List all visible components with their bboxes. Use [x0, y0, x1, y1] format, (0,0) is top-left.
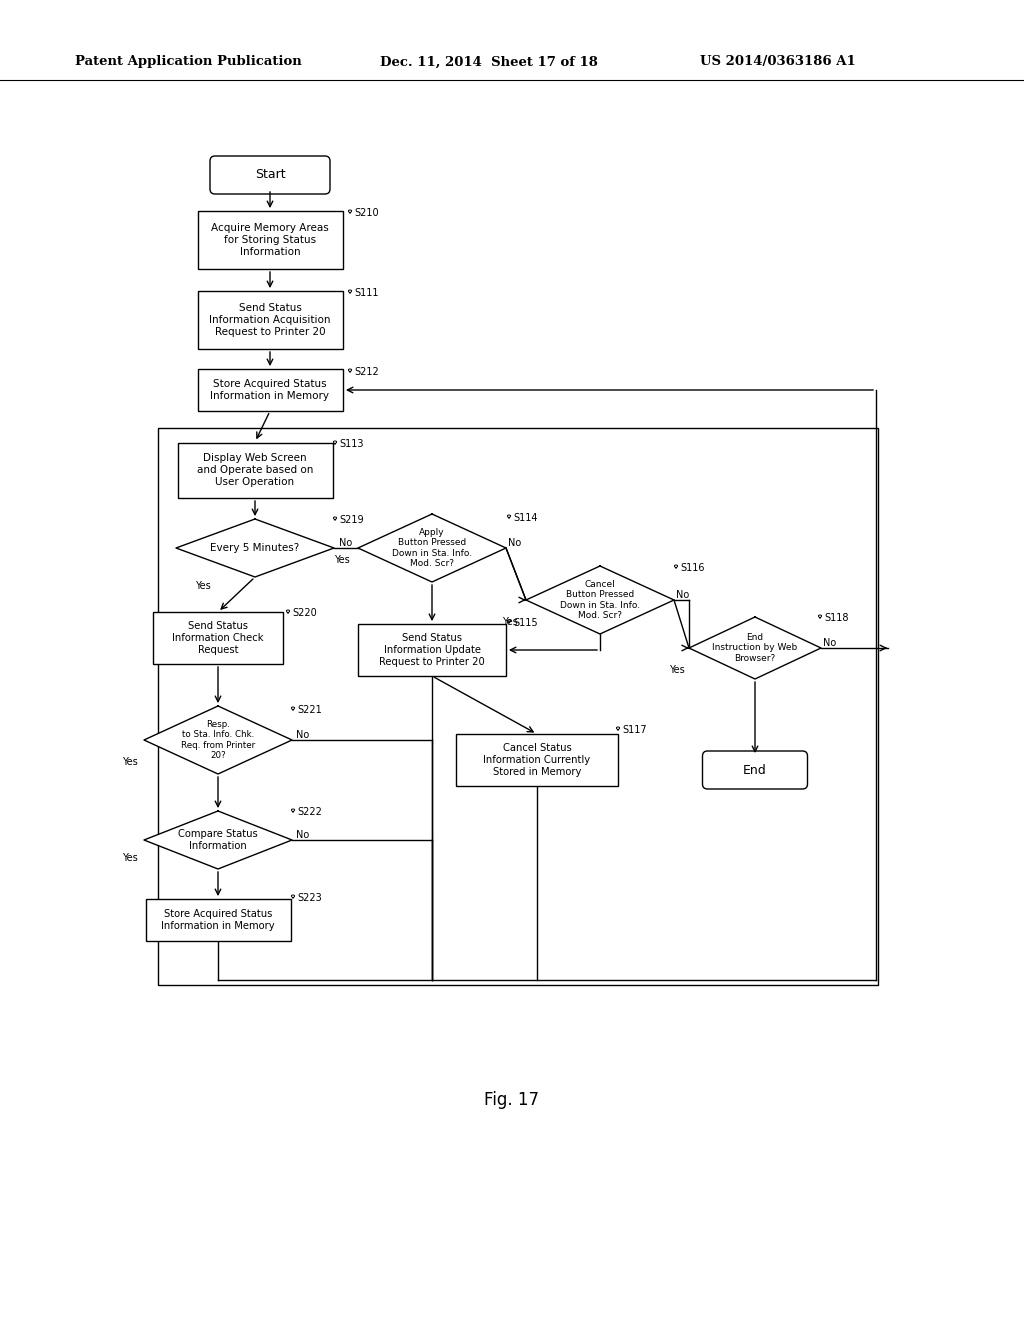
Bar — [198, 370, 342, 411]
Text: S116: S116 — [680, 564, 705, 573]
Bar — [198, 290, 342, 348]
Text: US 2014/0363186 A1: US 2014/0363186 A1 — [700, 55, 856, 69]
Text: Send Status
Information Update
Request to Printer 20: Send Status Information Update Request t… — [379, 634, 485, 667]
Text: S219: S219 — [339, 515, 364, 525]
Text: S221: S221 — [297, 705, 322, 715]
Text: Store Acquired Status
Information in Memory: Store Acquired Status Information in Mem… — [211, 379, 330, 401]
Polygon shape — [176, 519, 334, 577]
Text: Every 5 Minutes?: Every 5 Minutes? — [210, 543, 300, 553]
Text: S111: S111 — [354, 288, 379, 298]
Bar — [145, 899, 291, 941]
Text: S220: S220 — [292, 609, 316, 618]
Text: No: No — [508, 539, 521, 548]
Text: Dec. 11, 2014  Sheet 17 of 18: Dec. 11, 2014 Sheet 17 of 18 — [380, 55, 598, 69]
Text: Cancel Status
Information Currently
Stored in Memory: Cancel Status Information Currently Stor… — [483, 743, 591, 776]
Text: S223: S223 — [297, 894, 322, 903]
Text: No: No — [339, 539, 352, 548]
Text: No: No — [296, 830, 309, 840]
Text: S114: S114 — [513, 513, 538, 523]
Text: No: No — [676, 590, 689, 601]
Text: End: End — [743, 763, 767, 776]
Text: Patent Application Publication: Patent Application Publication — [75, 55, 302, 69]
Bar — [198, 211, 342, 269]
Polygon shape — [358, 513, 506, 582]
Text: No: No — [823, 638, 837, 648]
Text: S212: S212 — [354, 367, 379, 378]
Bar — [153, 612, 283, 664]
Text: Apply
Button Pressed
Down in Sta. Info.
Mod. Scr?: Apply Button Pressed Down in Sta. Info. … — [392, 528, 472, 568]
Text: Store Acquired Status
Information in Memory: Store Acquired Status Information in Mem… — [161, 909, 274, 931]
Bar — [177, 442, 333, 498]
Text: Acquire Memory Areas
for Storing Status
Information: Acquire Memory Areas for Storing Status … — [211, 223, 329, 256]
Text: Resp.
to Sta. Info. Chk.
Req. from Printer
20?: Resp. to Sta. Info. Chk. Req. from Print… — [181, 719, 255, 760]
Text: Fig. 17: Fig. 17 — [484, 1092, 540, 1109]
Text: Yes: Yes — [122, 756, 138, 767]
FancyBboxPatch shape — [702, 751, 808, 789]
Polygon shape — [689, 616, 821, 678]
FancyBboxPatch shape — [210, 156, 330, 194]
Bar — [456, 734, 618, 785]
Text: Send Status
Information Acquisition
Request to Printer 20: Send Status Information Acquisition Requ… — [209, 304, 331, 337]
Text: S210: S210 — [354, 209, 379, 218]
Bar — [158, 428, 878, 985]
Text: End
Instruction by Web
Browser?: End Instruction by Web Browser? — [713, 634, 798, 663]
Polygon shape — [526, 566, 674, 634]
Text: S222: S222 — [297, 807, 322, 817]
Text: Start: Start — [255, 169, 286, 181]
Text: Yes: Yes — [196, 581, 211, 591]
Polygon shape — [144, 810, 292, 869]
Polygon shape — [144, 706, 292, 774]
Text: Send Status
Information Check
Request: Send Status Information Check Request — [172, 622, 264, 655]
Text: S118: S118 — [824, 612, 849, 623]
Text: S117: S117 — [622, 725, 646, 735]
Text: Compare Status
Information: Compare Status Information — [178, 829, 258, 851]
Text: Yes: Yes — [122, 853, 138, 863]
Text: Display Web Screen
and Operate based on
User Operation: Display Web Screen and Operate based on … — [197, 453, 313, 487]
Text: Cancel
Button Pressed
Down in Sta. Info.
Mod. Scr?: Cancel Button Pressed Down in Sta. Info.… — [560, 579, 640, 620]
Text: S113: S113 — [339, 440, 364, 449]
Text: Yes: Yes — [502, 616, 518, 627]
Text: Yes: Yes — [670, 665, 685, 675]
Bar — [358, 624, 506, 676]
Text: No: No — [296, 730, 309, 741]
Text: S115: S115 — [513, 618, 538, 628]
Text: Yes: Yes — [334, 554, 350, 565]
